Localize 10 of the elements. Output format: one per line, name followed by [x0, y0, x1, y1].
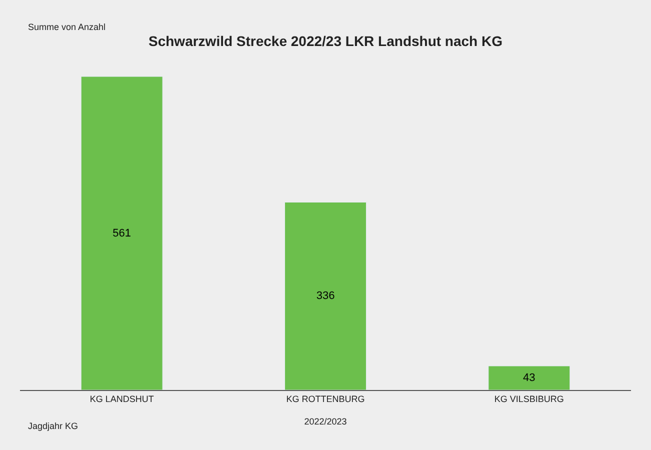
chart-title: Schwarzwild Strecke 2022/23 LKR Landshut nach KG	[148, 32, 503, 49]
x-tick-label: KG LANDSHUT	[90, 394, 154, 404]
text: Jagdjahr KG	[28, 421, 78, 431]
data-label: 561	[112, 227, 132, 240]
data-label: 43	[523, 372, 536, 384]
x-tick-label: KG ROTTENBURG	[286, 394, 365, 404]
x-axis-title: 2022/2023	[304, 416, 347, 427]
text: Summe von Anzahl	[28, 22, 106, 32]
x-tick-label: KG VILSBIBURG	[494, 394, 564, 404]
data-label: 336	[316, 290, 335, 302]
